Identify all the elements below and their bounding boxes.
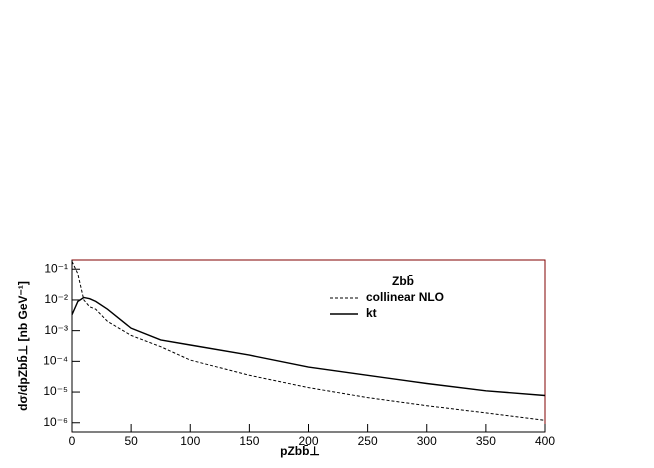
x-tick-label: 300 bbox=[417, 434, 437, 448]
series-line bbox=[71, 261, 546, 421]
y-tick-label: 10⁻⁶ bbox=[43, 415, 68, 429]
x-tick-label: 400 bbox=[535, 434, 555, 448]
y-tick-label: 10⁻¹ bbox=[44, 261, 68, 275]
x-tick-label: 250 bbox=[358, 434, 378, 448]
y-tick-label: 10⁻⁵ bbox=[43, 384, 68, 398]
plot-frame bbox=[71, 259, 546, 433]
series-line bbox=[71, 296, 546, 397]
y-tick-label: 10⁻⁴ bbox=[43, 354, 68, 368]
legend-label: collinear NLO bbox=[366, 290, 444, 304]
y-axis-label: dσ/dpZbb̄⊥ [nb GeV⁻¹] bbox=[16, 281, 30, 411]
y-tick-label: 10⁻² bbox=[44, 292, 68, 306]
legend-title: Zbb̄ bbox=[392, 274, 414, 288]
x-tick-label: 100 bbox=[180, 434, 200, 448]
y-tick-label: 10⁻³ bbox=[44, 323, 68, 337]
x-tick-label: 0 bbox=[69, 434, 76, 448]
x-tick-label: 200 bbox=[298, 434, 318, 448]
legend-label: kt bbox=[366, 306, 377, 320]
x-axis-label: pZbb̄⊥ bbox=[280, 444, 320, 458]
x-tick-label: 350 bbox=[476, 434, 496, 448]
x-tick-label: 50 bbox=[124, 434, 138, 448]
x-tick-label: 150 bbox=[239, 434, 259, 448]
